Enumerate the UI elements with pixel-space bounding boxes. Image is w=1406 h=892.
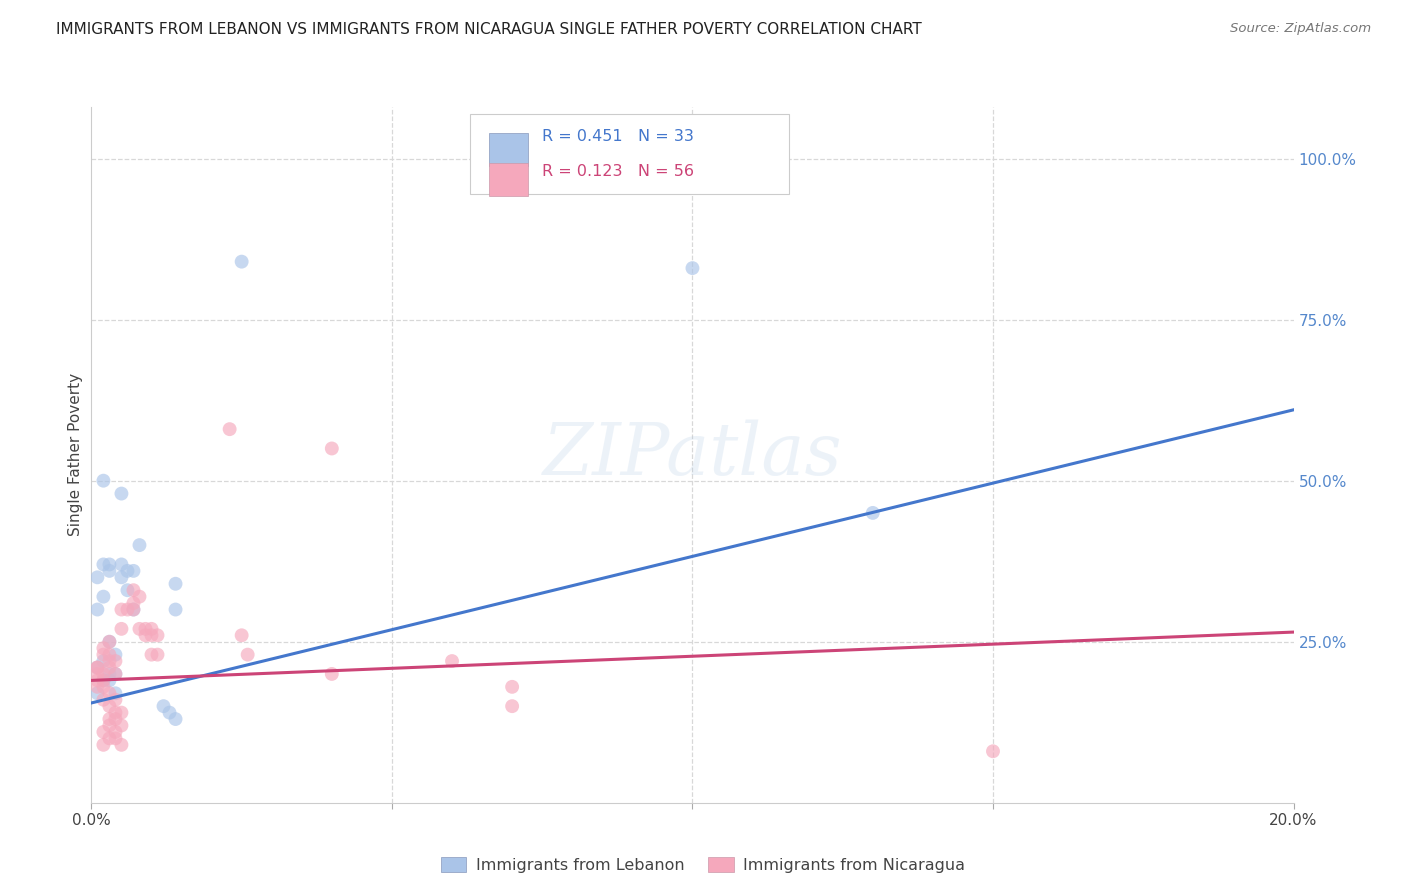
- Point: [681, 261, 703, 276]
- Point: [110, 558, 132, 572]
- Point: [165, 712, 187, 726]
- Point: [86, 667, 108, 681]
- Point: [128, 622, 150, 636]
- Point: [93, 667, 115, 681]
- Point: [117, 602, 139, 616]
- Point: [93, 474, 115, 488]
- Text: IMMIGRANTS FROM LEBANON VS IMMIGRANTS FROM NICARAGUA SINGLE FATHER POVERTY CORRE: IMMIGRANTS FROM LEBANON VS IMMIGRANTS FR…: [56, 22, 922, 37]
- Point: [159, 706, 181, 720]
- Point: [93, 680, 115, 694]
- Text: R = 0.123   N = 56: R = 0.123 N = 56: [543, 164, 695, 179]
- Point: [104, 686, 127, 700]
- Point: [98, 634, 121, 648]
- Point: [104, 712, 127, 726]
- Point: [981, 744, 1004, 758]
- Point: [86, 660, 108, 674]
- Point: [93, 673, 115, 688]
- Point: [86, 660, 108, 674]
- Point: [231, 628, 253, 642]
- Point: [98, 667, 121, 681]
- Point: [110, 602, 132, 616]
- Point: [98, 712, 121, 726]
- Point: [128, 538, 150, 552]
- Point: [165, 576, 187, 591]
- Text: ZIPatlas: ZIPatlas: [543, 419, 842, 491]
- Point: [93, 725, 115, 739]
- Point: [134, 622, 156, 636]
- Point: [86, 686, 108, 700]
- Point: [236, 648, 259, 662]
- Point: [86, 660, 108, 674]
- Point: [98, 673, 121, 688]
- Point: [141, 628, 163, 642]
- Point: [862, 506, 884, 520]
- Point: [98, 654, 121, 668]
- Point: [141, 622, 163, 636]
- Point: [117, 583, 139, 598]
- Point: [93, 738, 115, 752]
- Point: [110, 706, 132, 720]
- Point: [98, 558, 121, 572]
- FancyBboxPatch shape: [489, 163, 527, 196]
- Point: [122, 596, 145, 610]
- FancyBboxPatch shape: [489, 133, 527, 166]
- Y-axis label: Single Father Poverty: Single Father Poverty: [67, 374, 83, 536]
- Point: [98, 564, 121, 578]
- Point: [93, 692, 115, 706]
- Point: [104, 667, 127, 681]
- Point: [146, 648, 169, 662]
- Point: [141, 648, 163, 662]
- Point: [122, 602, 145, 616]
- Point: [128, 590, 150, 604]
- Point: [98, 699, 121, 714]
- Point: [117, 564, 139, 578]
- Point: [110, 718, 132, 732]
- Point: [231, 254, 253, 268]
- Point: [104, 648, 127, 662]
- Point: [321, 667, 343, 681]
- Point: [146, 628, 169, 642]
- Point: [86, 673, 108, 688]
- Point: [104, 692, 127, 706]
- Point: [501, 680, 523, 694]
- Point: [110, 738, 132, 752]
- Point: [134, 628, 156, 642]
- Point: [93, 654, 115, 668]
- Point: [86, 570, 108, 584]
- Point: [98, 731, 121, 746]
- Point: [218, 422, 240, 436]
- Point: [110, 622, 132, 636]
- Point: [501, 699, 523, 714]
- Point: [98, 718, 121, 732]
- Point: [321, 442, 343, 456]
- Point: [98, 648, 121, 662]
- Point: [93, 648, 115, 662]
- Point: [98, 660, 121, 674]
- Point: [93, 558, 115, 572]
- Point: [122, 564, 145, 578]
- Point: [110, 570, 132, 584]
- Text: Source: ZipAtlas.com: Source: ZipAtlas.com: [1230, 22, 1371, 36]
- Point: [104, 731, 127, 746]
- Point: [152, 699, 174, 714]
- Point: [86, 680, 108, 694]
- Point: [104, 706, 127, 720]
- Text: R = 0.451   N = 33: R = 0.451 N = 33: [543, 129, 695, 144]
- Point: [98, 686, 121, 700]
- Point: [110, 486, 132, 500]
- Point: [93, 590, 115, 604]
- Point: [104, 725, 127, 739]
- Point: [165, 602, 187, 616]
- Point: [104, 654, 127, 668]
- Point: [122, 602, 145, 616]
- Point: [86, 602, 108, 616]
- Legend: Immigrants from Lebanon, Immigrants from Nicaragua: Immigrants from Lebanon, Immigrants from…: [434, 851, 972, 880]
- Point: [440, 654, 463, 668]
- Point: [93, 673, 115, 688]
- Point: [122, 583, 145, 598]
- FancyBboxPatch shape: [470, 114, 789, 194]
- Point: [98, 634, 121, 648]
- Point: [93, 641, 115, 656]
- Point: [104, 667, 127, 681]
